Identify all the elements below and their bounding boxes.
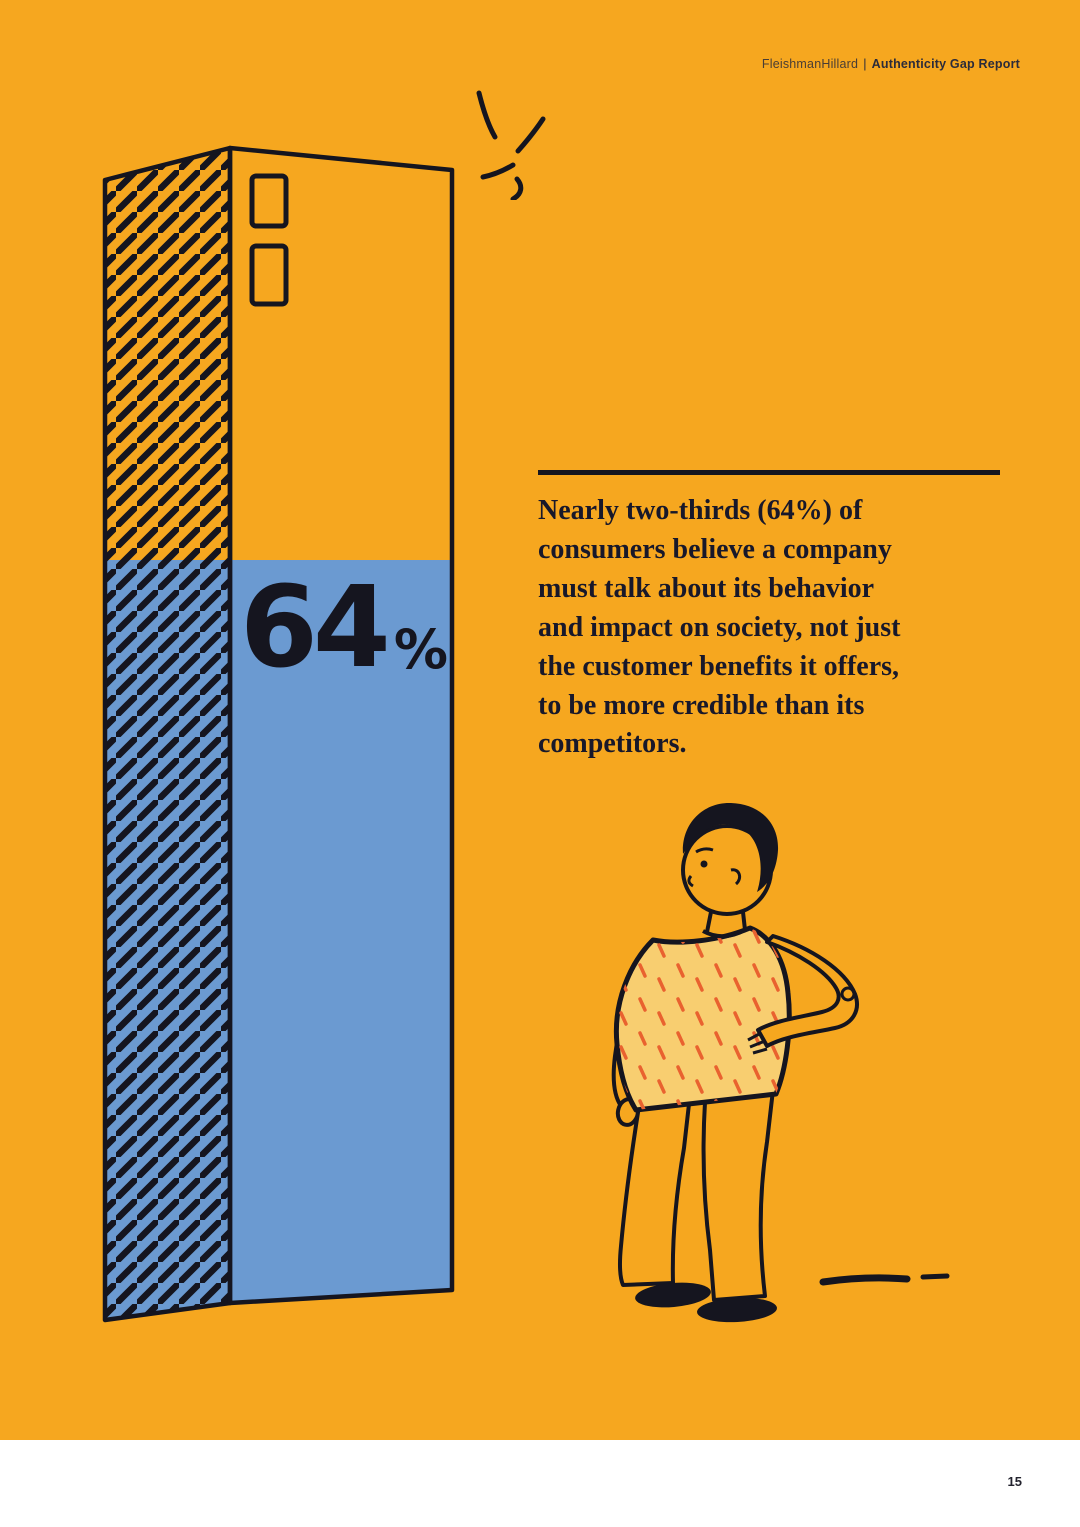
statistic-64-percent: 64 % bbox=[240, 563, 448, 693]
body-text-line: and impact on society, not just bbox=[538, 611, 901, 643]
window-icon bbox=[249, 173, 289, 229]
person-left-leg bbox=[617, 1102, 691, 1287]
stat-value: 64 bbox=[240, 563, 391, 693]
header-separator: | bbox=[863, 57, 867, 71]
tower-front-face-fill-64pct bbox=[230, 560, 452, 1303]
person-illustration bbox=[611, 802, 950, 1323]
tower-front-outline bbox=[227, 145, 455, 1306]
stat-percent-sign: % bbox=[393, 617, 448, 681]
person-hair bbox=[682, 802, 779, 892]
report-title: Authenticity Gap Report bbox=[871, 57, 1020, 71]
sparkle-icon bbox=[476, 90, 546, 200]
page-header: FleishmanHillard | Authenticity Gap Report bbox=[762, 57, 1020, 71]
person-fingers bbox=[747, 1031, 768, 1055]
person-right-shoe bbox=[697, 1297, 777, 1323]
bar-tower-illustration bbox=[102, 145, 455, 1323]
person-eyebrow bbox=[695, 847, 714, 854]
body-text-line: the customer benefits it offers, bbox=[538, 650, 900, 682]
body-text-line: must talk about its behavior bbox=[538, 572, 875, 604]
person-collar bbox=[702, 928, 746, 939]
brand-name: FleishmanHillard bbox=[761, 57, 859, 71]
person-shirt-pattern bbox=[616, 928, 790, 1110]
person-nose bbox=[687, 875, 694, 888]
body-text-line: Nearly two-thirds (64%) of bbox=[538, 495, 863, 526]
person-eye bbox=[700, 860, 708, 868]
divider-rule bbox=[538, 470, 1000, 475]
body-text-line: consumers believe a company bbox=[538, 533, 892, 565]
person-elbow-mark bbox=[840, 986, 856, 1002]
body-text-line: competitors. bbox=[538, 728, 687, 760]
window-icon bbox=[249, 243, 289, 307]
person-neck bbox=[705, 911, 747, 933]
page-footer: 15 bbox=[0, 1440, 1080, 1527]
person-ear bbox=[730, 868, 742, 886]
person-left-shoe bbox=[635, 1282, 711, 1308]
body-text-line: to be more credible than its bbox=[538, 689, 865, 721]
page-number: 15 bbox=[1007, 1474, 1022, 1489]
page-background: FleishmanHillard | Authenticity Gap Report bbox=[0, 0, 1080, 1440]
ground-line bbox=[819, 1273, 950, 1286]
person-right-leg bbox=[701, 1088, 775, 1302]
tower-hatching bbox=[105, 148, 230, 1320]
body-text: Nearly two-thirds (64%) of consumers bel… bbox=[538, 492, 1018, 764]
